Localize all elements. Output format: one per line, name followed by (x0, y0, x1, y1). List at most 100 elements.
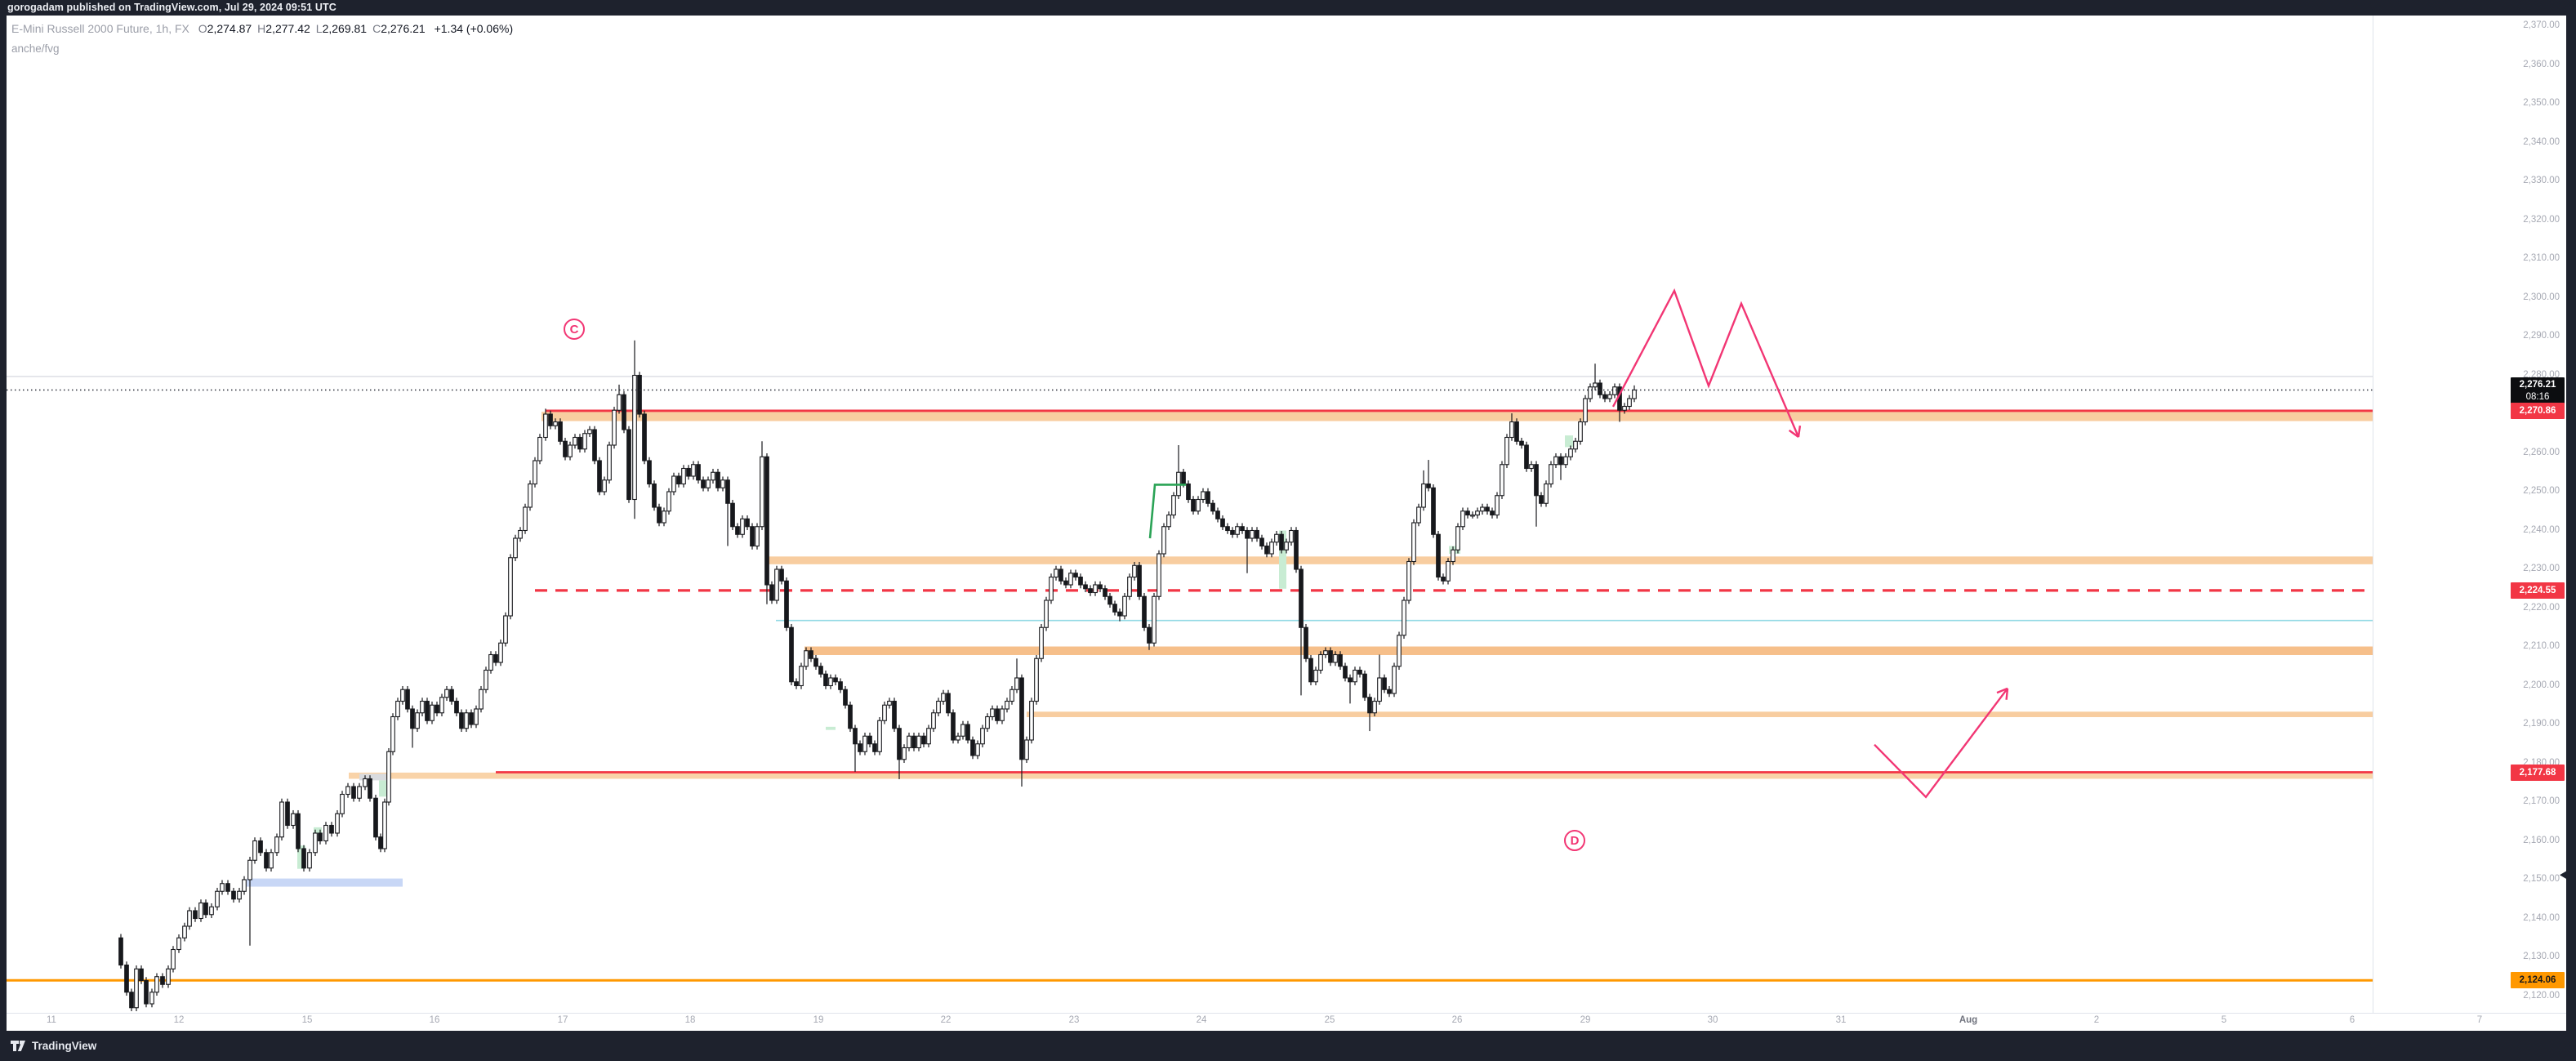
candle-down (848, 704, 853, 729)
candle-down (745, 518, 750, 528)
candle-down (626, 429, 631, 501)
fvg-box (1279, 530, 1286, 589)
candle-up (990, 708, 995, 718)
candle-up (887, 700, 892, 706)
candle-down (853, 728, 858, 745)
fvg-box (379, 780, 386, 797)
candle-down (1514, 421, 1519, 442)
candle-up (1333, 653, 1338, 663)
candle-down (764, 456, 769, 586)
candle-down (794, 681, 799, 687)
candle-up (1029, 700, 1034, 741)
price-tick-2340: 2,340.00 (2523, 136, 2560, 147)
footer-brand[interactable]: TradingView (32, 1040, 97, 1052)
candle-up (1235, 526, 1240, 535)
candle-up (533, 460, 537, 485)
candle-up (1054, 568, 1058, 578)
candle-down (1328, 650, 1333, 663)
candle-down (597, 460, 602, 493)
candle-down (1063, 580, 1068, 586)
candle-down (1255, 529, 1259, 539)
candle-up (1563, 456, 1568, 466)
time-tick-18: 18 (684, 1015, 696, 1025)
candle-down (425, 700, 430, 721)
candle-down (405, 689, 410, 710)
candle-up (274, 836, 279, 854)
candle-down (1206, 491, 1210, 504)
candle-up (382, 801, 387, 849)
candle-up (1416, 506, 1421, 524)
candle-up (1132, 564, 1137, 578)
candle-down (965, 724, 970, 741)
candle-up (1157, 553, 1161, 597)
candle-down (809, 650, 813, 659)
candle-up (907, 735, 911, 749)
candle-up (1161, 526, 1166, 555)
candle-up (154, 976, 159, 993)
candle-up (400, 689, 405, 702)
price-tick-2320: 2,320.00 (2523, 214, 2560, 225)
candle-up (1166, 514, 1171, 528)
candle-down (1382, 677, 1387, 690)
candle-down (1088, 588, 1093, 594)
candle-down (1294, 529, 1299, 570)
candle-down (118, 937, 123, 966)
candle-down (1279, 533, 1284, 551)
tradingview-logo-icon[interactable] (11, 1039, 26, 1053)
publish-bar: gorogadam published on TradingView.com, … (0, 0, 2576, 16)
candle-up (553, 421, 558, 426)
candle-up (1171, 495, 1176, 516)
candle-up (960, 724, 965, 737)
candle-up (916, 735, 921, 749)
price-badge-2,276.21: 2,276.21 08:16 (2511, 377, 2565, 405)
candle-down (1103, 588, 1108, 597)
candle-up (1274, 533, 1279, 543)
candle-up (523, 506, 528, 532)
price-tick-2140: 2,140.00 (2523, 912, 2560, 923)
candle-down (285, 801, 290, 827)
candle-up (799, 666, 804, 687)
time-tick-26: 26 (1451, 1015, 1463, 1025)
candle-up (975, 743, 980, 756)
candle-down (493, 653, 498, 663)
candle-up (568, 444, 573, 457)
candle-up (1607, 394, 1612, 399)
candle-down (1147, 626, 1152, 644)
candle-up (513, 537, 518, 559)
time-tick-23: 23 (1068, 1015, 1080, 1025)
candle-down (1215, 510, 1220, 519)
candle-up (340, 793, 345, 814)
candle-down (1186, 483, 1191, 501)
candle-up (1039, 626, 1044, 659)
candle-down (203, 902, 208, 916)
candle-up (862, 735, 867, 752)
candle-up (1402, 600, 1406, 636)
candle-down (1019, 677, 1024, 760)
candle-up (1068, 573, 1073, 586)
left-frame (0, 0, 7, 1061)
candle-up (1583, 398, 1588, 423)
candle-down (1112, 604, 1117, 613)
ohlc-prefix: H (257, 22, 266, 35)
candle-up (1397, 635, 1402, 667)
candle-down (1240, 526, 1245, 532)
time-tick-7: 7 (2476, 1015, 2483, 1025)
candle-up (1406, 560, 1411, 601)
candle-down (592, 429, 597, 461)
badge-countdown: 08:16 (2525, 391, 2550, 402)
candle-down (454, 700, 459, 714)
candle-down (1534, 464, 1539, 497)
candle-down (1485, 506, 1490, 512)
price-tick-2260: 2,260.00 (2523, 447, 2560, 457)
candle-down (1465, 510, 1470, 516)
right-frame (2566, 0, 2576, 1061)
candle-down (1357, 669, 1362, 675)
candle-up (479, 689, 484, 710)
candle-up (1372, 700, 1377, 714)
candle-up (1504, 436, 1509, 466)
candle-up (1353, 669, 1357, 683)
candle-up (430, 704, 435, 721)
candle-up (662, 510, 666, 524)
